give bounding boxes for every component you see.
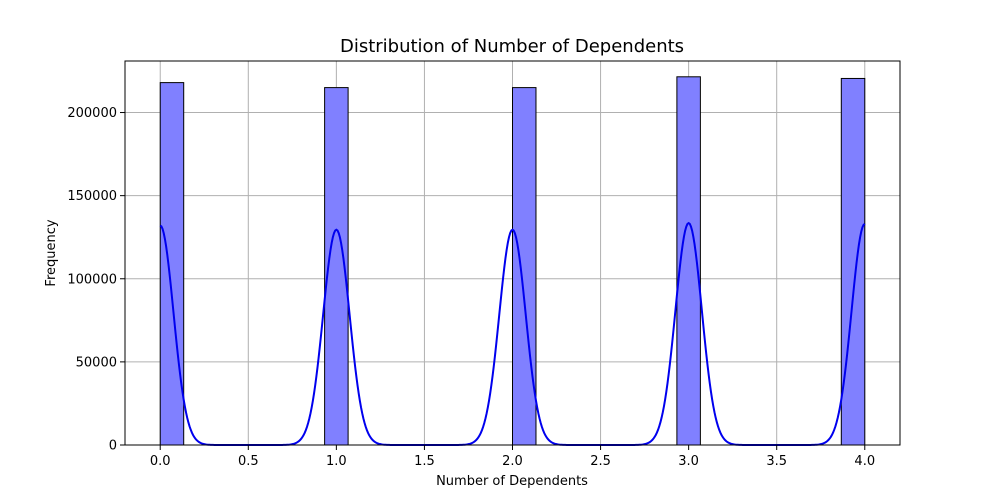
y-tick-label: 100000 [67, 272, 117, 287]
y-axis-label: Frequency [44, 219, 59, 286]
y-tick-label: 200000 [67, 106, 117, 121]
y-tick-label: 50000 [76, 355, 117, 370]
x-axis-label: Number of Dependents [436, 474, 588, 489]
x-tick-label: 3.5 [766, 454, 787, 469]
x-tick-label: 4.0 [854, 454, 875, 469]
histogram-bar [159, 82, 185, 446]
x-tick-label: 0.5 [238, 454, 259, 469]
x-tick-label: 1.5 [414, 454, 435, 469]
y-tick-label: 0 [109, 439, 117, 454]
x-tick-label: 2.0 [502, 454, 523, 469]
x-tick-label: 1.0 [326, 454, 347, 469]
x-tick-label: 2.5 [590, 454, 611, 469]
x-axis-ticks: 0.0 0.5 1.0 1.5 2.0 2.5 3.0 3.5 4.0 [150, 445, 875, 469]
y-tick-label: 150000 [67, 189, 117, 204]
histogram-bar [512, 87, 537, 446]
histogram-bars [159, 76, 866, 446]
y-axis-ticks: 0 50000 100000 150000 200000 [67, 106, 125, 454]
x-tick-label: 0.0 [150, 454, 171, 469]
chart-title: Distribution of Number of Dependents [340, 36, 684, 57]
x-tick-label: 3.0 [678, 454, 699, 469]
histogram-bar [840, 77, 866, 446]
